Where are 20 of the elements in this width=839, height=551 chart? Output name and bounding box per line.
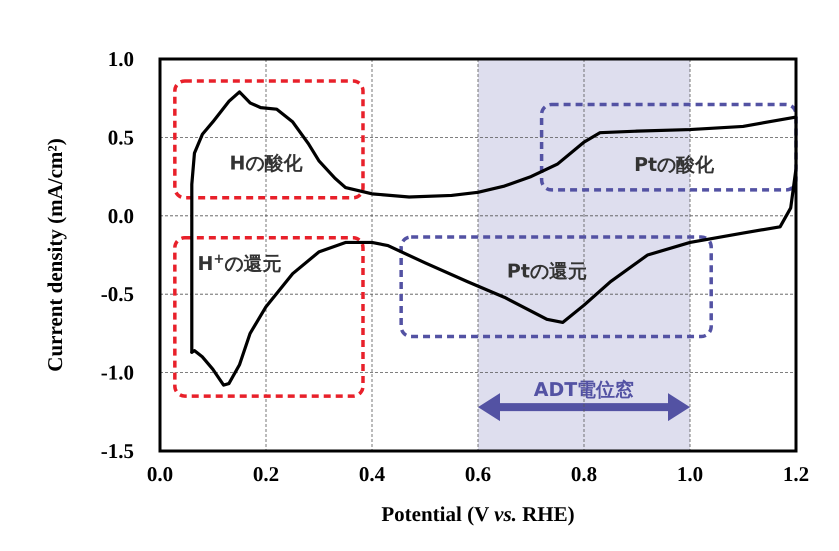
y-tick-label: 0.5: [108, 125, 134, 150]
y-tick-label: -1.5: [100, 439, 134, 463]
x-tick-label: 0.8: [570, 462, 598, 486]
y-tick-label: -1.0: [100, 360, 134, 385]
x-tick-label: 0.4: [358, 462, 386, 486]
x-tick-label: 0.6: [464, 462, 492, 486]
y-tick-label: -0.5: [100, 282, 134, 306]
annotation: H$^{+}$の還元: [197, 251, 282, 275]
x-axis-title: Potential (V vs. RHE): [381, 502, 575, 526]
y-tick-label: 1.0: [108, 47, 134, 71]
x-tick-label: 0.0: [146, 462, 174, 486]
annotation: Ptの還元: [506, 260, 587, 283]
band-label: ADT電位窓: [534, 379, 634, 402]
x-tick-label: 1.0: [676, 462, 704, 486]
annotation: Ptの酸化: [634, 154, 716, 176]
y-tick-label: 0.0: [108, 204, 134, 228]
annotation: Hの酸化: [230, 152, 304, 174]
x-tick-label: 0.2: [252, 462, 280, 486]
x-tick-label: 1.2: [782, 462, 810, 486]
y-axis-title: Current density (mA/cm²): [43, 138, 67, 372]
